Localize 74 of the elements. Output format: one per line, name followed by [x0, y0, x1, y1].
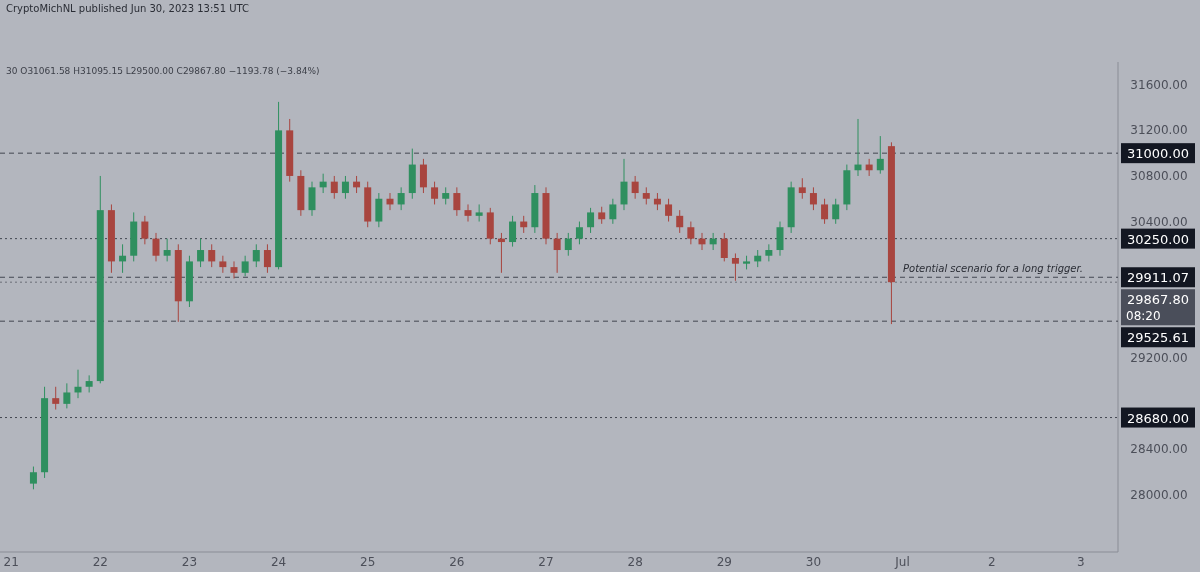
- candlestick: [609, 198, 617, 225]
- candlestick: [832, 198, 840, 225]
- candlestick: [163, 238, 171, 262]
- x-tick-label: 24: [270, 555, 287, 569]
- y-tick-label: 30800.00: [1130, 168, 1188, 183]
- candlestick: [620, 158, 628, 211]
- x-tick-label: 28: [627, 555, 643, 569]
- candlestick: [720, 232, 728, 262]
- x-tick-label: 25: [360, 555, 376, 569]
- candlestick: [587, 207, 595, 234]
- candlestick: [765, 243, 773, 262]
- x-tick-label: 26: [449, 555, 465, 569]
- candlestick: [464, 203, 472, 223]
- candlestick: [29, 466, 37, 490]
- candlestick: [197, 238, 205, 268]
- ref-line-label: 29867.80: [1126, 292, 1190, 308]
- ref-line-label: 29911.07: [1126, 270, 1190, 286]
- candlestick: [263, 243, 271, 274]
- candlestick: [575, 221, 583, 245]
- x-tick-label: 29: [716, 555, 732, 569]
- candlestick: [665, 198, 673, 223]
- candlestick: [553, 232, 561, 274]
- candlestick: [341, 175, 349, 200]
- candlestick: [308, 181, 316, 217]
- candlestick: [219, 255, 227, 274]
- y-tick-label: 30400.00: [1130, 214, 1188, 229]
- candlestick: [809, 186, 817, 211]
- candlestick: [252, 243, 260, 268]
- candlestick: [821, 198, 829, 225]
- candlestick: [475, 203, 483, 223]
- candlestick: [152, 232, 160, 262]
- x-tick-label: 3: [1077, 555, 1085, 569]
- candlestick: [876, 135, 884, 175]
- y-tick-label: 29200.00: [1130, 351, 1188, 366]
- y-tick-label: 28400.00: [1130, 442, 1188, 457]
- candlestick: [731, 252, 739, 282]
- y-tick-label: 31600.00: [1130, 77, 1188, 92]
- candlestick: [330, 175, 338, 200]
- y-tick-label: 31200.00: [1130, 123, 1188, 138]
- x-tick-label: 21: [3, 555, 19, 569]
- x-tick-label: 22: [92, 555, 108, 569]
- candlestick: [631, 175, 639, 200]
- candlestick: [776, 221, 784, 257]
- candlestick: [85, 374, 93, 393]
- candlestick: [453, 186, 461, 217]
- candlestick: [431, 181, 439, 205]
- candlestick: [63, 382, 71, 409]
- chart-title: 30 O31061.58 H31095.15 L29500.00 C29867.80 −1193.78 (−3.84%): [6, 66, 320, 76]
- x-tick-label: Jul: [894, 555, 910, 569]
- ref-line-label: 30250.00: [1126, 231, 1190, 247]
- text: CryptoMichNL published Jun 30, 2023 13:51 UTC: [6, 3, 250, 14]
- x-tick-label: 27: [538, 555, 554, 569]
- annotation: Potential scenario for a long trigger.: [903, 263, 1083, 275]
- candlestick: [564, 232, 572, 257]
- ref-line-label: 31000.00: [1126, 146, 1190, 162]
- ref-line-label: 29525.61: [1126, 330, 1190, 346]
- candlestick: [509, 215, 517, 248]
- x-tick-label: 30: [805, 555, 822, 569]
- text: 08:20: [1126, 309, 1161, 324]
- candlestick: [676, 209, 684, 234]
- candlestick: [141, 215, 149, 245]
- candlestick: [375, 192, 383, 228]
- candlestick: [52, 386, 60, 411]
- candlestick: [230, 260, 238, 280]
- x-tick-label: 2: [987, 555, 996, 569]
- candlestick: [241, 255, 249, 277]
- y-tick-label: 28000.00: [1130, 488, 1188, 503]
- candlestick: [397, 186, 405, 211]
- candlestick: [419, 158, 427, 194]
- candlestick: [687, 221, 695, 245]
- x-tick-label: 23: [181, 555, 198, 569]
- candlestick: [208, 243, 216, 268]
- ref-line-label: 28680.00: [1126, 410, 1190, 426]
- candlestick: [798, 177, 806, 200]
